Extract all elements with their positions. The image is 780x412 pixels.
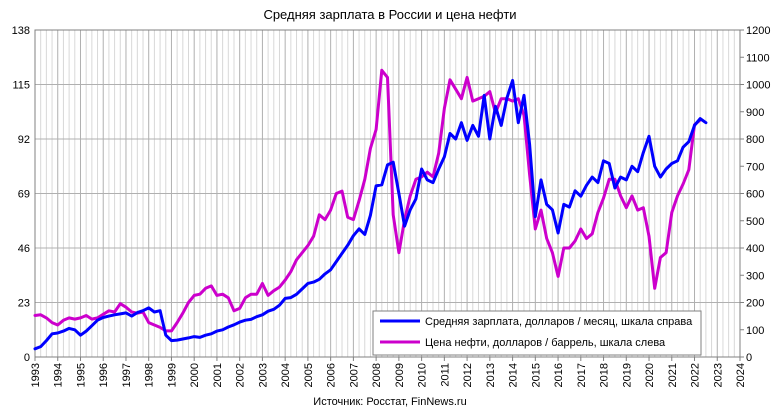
x-tick-label: 2013 [485,363,497,387]
x-tick-label: 1997 [121,363,133,387]
y-right-tick-label: 200 [746,298,764,310]
y-right-tick-label: 0 [746,352,752,364]
x-tick-label: 2021 [667,363,679,387]
source-note: Источник: Росстат, FinNews.ru [313,396,466,408]
y-right-tick-label: 1200 [746,25,770,37]
x-tick-label: 2014 [508,363,520,387]
y-right-tick-label: 400 [746,243,764,255]
x-tick-label: 2012 [462,363,474,387]
y-left-tick-label: 69 [18,189,30,201]
y-left-tick-label: 138 [12,25,30,37]
x-tick-label: 2023 [712,363,724,387]
x-tick-label: 2022 [690,363,702,387]
x-tick-label: 2009 [394,363,406,387]
chart-title: Средняя зарплата в России и цена нефти [263,7,516,22]
x-tick-label: 2008 [371,363,383,387]
y-right-tick-label: 700 [746,161,764,173]
x-tick-label: 2011 [439,363,451,387]
x-axis: 1993 1994 1995 1996 1997 1998 1999 2000 2001 2002… [30,357,747,387]
x-tick-label: 2000 [189,363,201,387]
x-tick-label: 1995 [75,363,87,387]
y-right-tick-label: 800 [746,134,764,146]
legend-label-oil: Цена нефти, долларов / баррель, шкала сл… [425,337,666,349]
x-tick-label: 2007 [348,363,360,387]
y-right-tick-label: 1000 [746,80,770,92]
y-right-tick-label: 600 [746,189,764,201]
legend-label-salary: Средняя зарплата, долларов / месяц, шкал… [425,316,693,328]
x-tick-label: 2019 [621,363,633,387]
x-tick-label: 2024 [735,363,747,387]
x-tick-label: 1996 [98,363,110,387]
x-tick-label: 2005 [303,363,315,387]
y-right-tick-label: 900 [746,107,764,119]
x-tick-label: 2017 [576,363,588,387]
y-left-tick-label: 23 [18,298,30,310]
x-tick-label: 2016 [553,363,565,387]
y-right-tick-label: 1100 [746,52,770,64]
y-left-tick-label: 92 [18,134,30,146]
y-left-tick-label: 115 [12,80,30,92]
y-axis-right: 0 100 200 300 400 500 600 700 800 900 1000 1100 1200 [740,25,770,364]
series-layer [33,68,708,351]
y-right-tick-label: 100 [746,325,764,337]
x-tick-label: 2010 [417,363,429,387]
x-tick-label: 2002 [235,363,247,387]
grid-lines [34,29,741,358]
x-tick-label: 2003 [257,363,269,387]
x-tick-label: 1993 [30,363,42,387]
y-left-tick-label: 0 [24,352,30,364]
x-tick-label: 2020 [644,363,656,387]
x-tick-label: 2004 [280,363,292,387]
y-right-tick-label: 300 [746,270,764,282]
series-line-oil [33,68,702,333]
x-tick-label: 2001 [212,363,224,387]
x-tick-label: 1998 [144,363,156,387]
y-left-tick-label: 46 [18,243,30,255]
legend-box [372,310,702,356]
x-tick-label: 1999 [166,363,178,387]
series-line-salary [33,78,708,351]
y-right-tick-label: 500 [746,216,764,228]
y-axis-left: 0 23 46 69 92 115 138 [12,25,30,364]
legend: Средняя зарплата, долларов / месяц, шкал… [372,310,702,356]
x-tick-label: 2006 [326,363,338,387]
x-tick-label: 2015 [530,363,542,387]
x-tick-label: 2018 [599,363,611,387]
x-tick-label: 1994 [53,363,65,387]
